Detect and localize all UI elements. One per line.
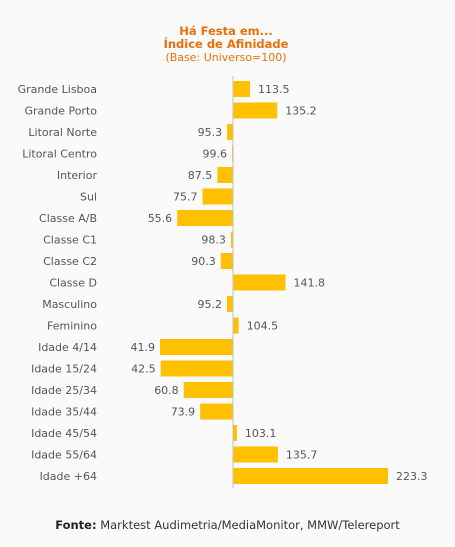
- bar: [227, 124, 233, 140]
- value-label: 141.8: [294, 277, 326, 290]
- category-label: Feminino: [47, 320, 97, 333]
- category-label: Idade +64: [40, 470, 97, 483]
- value-label: 95.3: [198, 126, 223, 139]
- bar: [183, 382, 233, 398]
- value-label: 103.1: [245, 427, 277, 440]
- bar: [230, 231, 233, 248]
- bar: [233, 81, 250, 97]
- chart-base-note: (Base: Universo=100): [165, 51, 286, 64]
- bar: [160, 339, 233, 355]
- bar: [160, 360, 233, 377]
- value-label: 104.5: [247, 320, 279, 333]
- category-label: Classe C1: [43, 234, 97, 247]
- value-label: 90.3: [191, 255, 216, 268]
- category-label: Litoral Centro: [22, 148, 97, 161]
- value-label: 135.7: [286, 449, 318, 462]
- category-label: Interior: [57, 169, 98, 182]
- bar: [177, 210, 233, 226]
- value-label: 95.2: [198, 298, 223, 311]
- category-label: Grande Porto: [24, 105, 97, 118]
- value-label: 99.6: [203, 148, 228, 161]
- footer-source-text: Marktest Audimetria/MediaMonitor, MMW/Te…: [96, 518, 400, 532]
- bars-group: Grande Lisboa 113.5 Grande Porto 135.2 Litor…: [18, 81, 428, 484]
- category-label: Idade 4/14: [38, 341, 97, 354]
- bar: [233, 102, 278, 119]
- value-label: 98.3: [201, 234, 226, 247]
- category-label: Grande Lisboa: [18, 83, 97, 96]
- value-label: 75.7: [173, 191, 198, 204]
- category-label: Classe D: [49, 277, 97, 290]
- category-label: Idade 35/44: [31, 406, 97, 419]
- bar: [220, 253, 233, 269]
- category-label: Idade 15/24: [31, 363, 97, 376]
- bar: [233, 446, 278, 463]
- footer-source: Fonte: Marktest Audimetria/MediaMonitor,…: [0, 518, 455, 532]
- value-label: 87.5: [188, 169, 213, 182]
- value-label: 42.5: [131, 363, 156, 376]
- bar: [233, 468, 388, 484]
- value-label: 135.2: [285, 105, 317, 118]
- value-label: 60.8: [154, 384, 179, 397]
- bar: [227, 296, 233, 312]
- chart-subtitle: Índice de Afinidade: [164, 36, 289, 51]
- value-label: 113.5: [258, 83, 290, 96]
- value-label: 223.3: [396, 470, 428, 483]
- bar: [200, 403, 233, 420]
- bar: [233, 425, 237, 441]
- category-label: Classe A/B: [39, 212, 97, 225]
- bar: [233, 317, 239, 334]
- category-label: Classe C2: [43, 255, 97, 268]
- category-label: Sul: [80, 191, 97, 204]
- category-label: Litoral Norte: [28, 126, 97, 139]
- bar: [233, 274, 286, 291]
- bar: [202, 188, 233, 205]
- category-label: Masculino: [42, 298, 97, 311]
- chart-title: Há Festa em...: [179, 24, 273, 38]
- value-label: 55.6: [148, 212, 173, 225]
- bar-chart: Há Festa em... Índice de Afinidade (Base…: [18, 24, 428, 488]
- category-label: Idade 45/54: [31, 427, 97, 440]
- category-label: Idade 25/34: [31, 384, 97, 397]
- value-label: 73.9: [171, 406, 196, 419]
- bar: [217, 167, 233, 183]
- value-label: 41.9: [131, 341, 156, 354]
- footer-source-label: Fonte:: [55, 518, 97, 532]
- category-label: Idade 55/64: [31, 449, 97, 462]
